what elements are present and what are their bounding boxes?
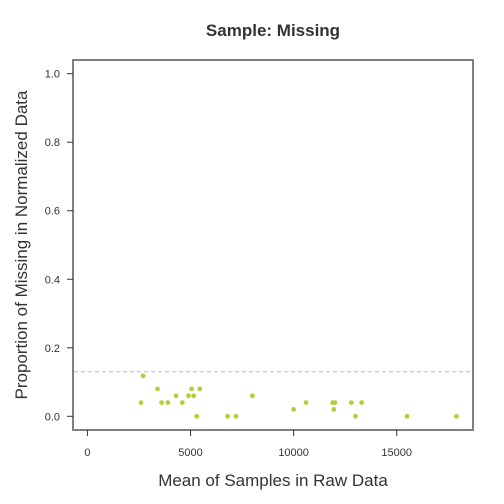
- data-point: [138, 400, 144, 405]
- data-point: [179, 400, 185, 405]
- y-axis-label: Proportion of Missing in Normalized Data: [12, 90, 31, 400]
- x-tick-label: 5000: [178, 447, 202, 459]
- y-tick-label: 1.0: [45, 69, 60, 81]
- data-point: [233, 413, 239, 419]
- data-point: [303, 400, 309, 405]
- y-tick-label: 0.8: [45, 137, 60, 149]
- y-axis-ticks: 0.0 0.2 0.4 0.6 0.8 1.0: [45, 69, 73, 423]
- x-tick-label: 0: [84, 447, 90, 459]
- chart-title: Sample: Missing: [206, 21, 340, 40]
- data-point: [165, 400, 171, 405]
- data-point: [353, 413, 358, 419]
- x-tick-label: 10000: [278, 447, 309, 459]
- y-tick-label: 0.4: [45, 274, 60, 286]
- data-point: [291, 407, 297, 412]
- x-axis-label: Mean of Samples in Raw Data: [158, 471, 388, 490]
- data-point: [186, 393, 191, 399]
- data-points: [138, 373, 459, 419]
- data-point: [140, 373, 146, 379]
- data-point: [197, 386, 203, 392]
- data-point: [159, 400, 165, 405]
- data-point: [454, 413, 459, 419]
- plot-frame: [72, 59, 474, 431]
- x-axis-ticks: 0 5000 10000 15000: [84, 430, 412, 459]
- y-tick-label: 0.6: [45, 206, 60, 218]
- data-point: [331, 407, 337, 412]
- data-point: [348, 400, 354, 405]
- data-point: [155, 386, 160, 392]
- y-tick-label: 0.2: [45, 343, 60, 355]
- data-point: [189, 386, 194, 392]
- x-tick-label: 15000: [381, 447, 412, 459]
- y-tick-label: 0.0: [45, 411, 60, 423]
- data-point: [191, 393, 197, 399]
- data-point: [225, 413, 231, 419]
- plot-area: 0 5000 10000 15000 0.0 0.2 0.4 0.6 0.8 1.0: [45, 59, 474, 459]
- data-point: [404, 413, 410, 419]
- data-point: [359, 400, 365, 405]
- data-point: [173, 393, 179, 399]
- data-point: [194, 413, 200, 419]
- data-point: [332, 400, 338, 405]
- data-point: [249, 393, 255, 399]
